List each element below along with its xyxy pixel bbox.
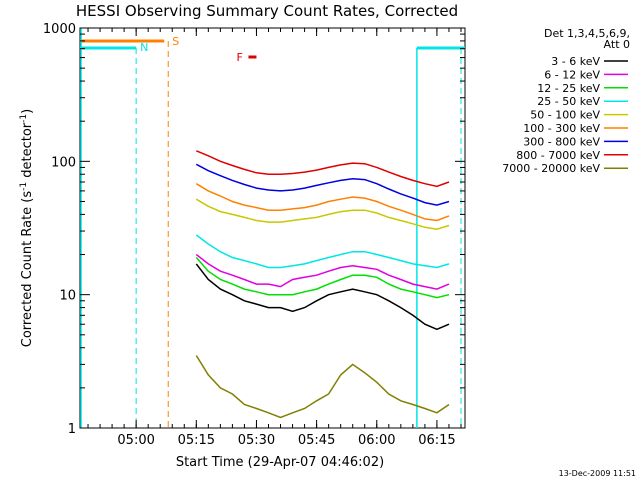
series-line [195, 163, 450, 206]
chart-title: HESSI Observing Summary Count Rates, Cor… [76, 2, 458, 20]
x-tick-label: 05:15 [178, 433, 215, 448]
legend-entry-label: 7000 - 20000 keV [502, 162, 600, 175]
y-axis-label: Corrected Count Rate (s-1 detector-1) [19, 109, 35, 347]
series-line [195, 198, 450, 230]
series-line [196, 150, 450, 188]
legend-entry-label: 800 - 7000 keV [516, 149, 600, 162]
night-marker-label: N [140, 41, 148, 54]
y-axis-label-part: Corrected Count Rate (s [20, 191, 35, 348]
x-tick-label: 06:15 [418, 433, 455, 448]
x-tick-label: 06:00 [358, 433, 395, 448]
legend-header: Det 1,3,4,5,6,9, [544, 27, 630, 40]
legend-entry-label: 100 - 300 keV [523, 122, 600, 135]
saa-marker-label: S [172, 35, 179, 48]
x-tick-label: 05:30 [238, 433, 275, 448]
y-tick-label: 10 [59, 289, 76, 304]
legend-entry-label: 50 - 100 keV [530, 109, 600, 122]
legend-entry-label: 6 - 12 keV [544, 68, 600, 81]
series-layer [195, 150, 450, 419]
legend-entry-label: 3 - 6 keV [551, 55, 600, 68]
y-tick-label: 1000 [43, 22, 76, 37]
series-line [195, 263, 450, 331]
series-line [195, 257, 450, 299]
y-axis-label-superscript: -1 [19, 182, 29, 191]
legend-header: Att 0 [604, 38, 630, 51]
series-line [195, 253, 450, 290]
legend-entry-label: 12 - 25 keV [537, 82, 600, 95]
legend-entry-label: 25 - 50 keV [537, 95, 600, 108]
x-axis-label: Start Time (29-Apr-07 04:46:02) [176, 455, 384, 470]
y-tick-label: 100 [51, 155, 76, 170]
plot-area [79, 27, 466, 429]
legend-entry-label: 300 - 800 keV [523, 135, 600, 148]
x-tick-label: 05:00 [117, 433, 154, 448]
y-axis-label-part: ) [20, 109, 35, 114]
axis-layer: 05:00 05:15 05:30 05:45 06:00 06:15 1 10 100 1000 [43, 22, 465, 448]
series-line [195, 234, 450, 269]
y-axis-label-superscript: -1 [19, 114, 29, 123]
x-tick-label: 05:45 [298, 433, 335, 448]
plot-frame [79, 27, 466, 429]
y-axis-label-part: detector [20, 122, 35, 182]
annotation-layer: N S F [80, 28, 465, 428]
date-stamp: 13-Dec-2009 11:51 [559, 469, 636, 478]
series-line [195, 183, 450, 222]
flare-marker-label: F [236, 51, 242, 64]
series-line [195, 355, 450, 419]
y-tick-label: 1 [68, 422, 76, 437]
